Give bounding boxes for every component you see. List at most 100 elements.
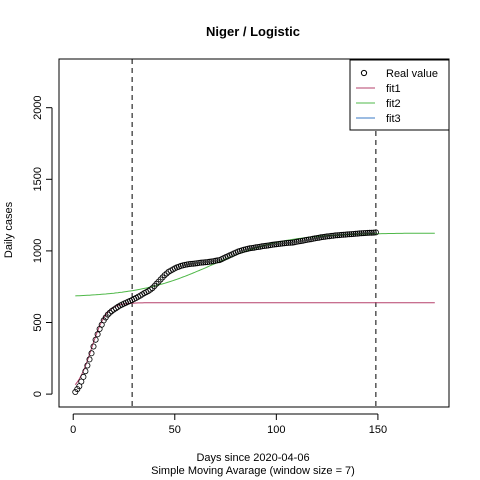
y-tick-label: 500 (32, 313, 44, 331)
legend-fit1-label: fit1 (386, 83, 401, 95)
real-value-point (106, 309, 113, 316)
real-value-point (104, 311, 111, 318)
real-value-point (322, 233, 329, 240)
real-value-point (352, 230, 359, 237)
real-value-point (317, 234, 324, 241)
real-value-point (313, 234, 320, 241)
x-tick-label: 50 (169, 424, 181, 436)
series-layer (72, 229, 435, 395)
real-value-point (194, 260, 201, 267)
real-value-point (364, 229, 371, 236)
real-value-point (192, 260, 199, 267)
real-value-point (348, 231, 355, 238)
real-value-point (153, 280, 160, 287)
real-value-point (332, 232, 339, 239)
real-value-point (350, 230, 357, 237)
real-value-point (362, 229, 369, 236)
real-value-point (181, 261, 188, 268)
real-value-point (340, 231, 347, 238)
real-value-point (204, 259, 211, 266)
y-axis-label: Daily cases (3, 201, 15, 258)
real-value-point (206, 258, 213, 265)
real-value-point (82, 368, 89, 375)
real-value-point (311, 235, 318, 242)
real-value-point (356, 230, 363, 237)
real-value-point (291, 239, 298, 246)
legend: Real value fit1 fit2 fit3 (349, 59, 450, 131)
real-value-point (198, 259, 205, 266)
chart-title: Niger / Logistic (206, 24, 300, 39)
real-value-point (336, 232, 343, 239)
y-tick-label: 1000 (32, 239, 44, 263)
real-value-point (187, 260, 194, 267)
real-value-point (248, 244, 255, 251)
real-value-point (261, 242, 268, 249)
real-value-point (214, 257, 221, 264)
real-value-point (202, 259, 209, 266)
real-value-point (305, 236, 312, 243)
real-value-point (84, 362, 91, 369)
x-tick-label: 100 (267, 424, 285, 436)
real-value-point (275, 240, 282, 247)
real-value-point (344, 231, 351, 238)
real-value-point (94, 331, 101, 338)
real-value-point (200, 259, 207, 266)
real-value-point (267, 242, 274, 249)
real-value-point (287, 239, 294, 246)
real-value-point (358, 230, 365, 237)
real-value-point (279, 240, 286, 247)
real-value-point (354, 230, 361, 237)
real-value-point (346, 231, 353, 238)
real-value-point (334, 232, 341, 239)
y-tick-label: 0 (32, 391, 44, 397)
legend-fit2-label: fit2 (386, 98, 401, 110)
real-value-point (255, 243, 262, 250)
real-value-point (285, 239, 292, 246)
real-value-point (271, 241, 278, 248)
fit1-line (74, 302, 435, 386)
real-value-point (372, 229, 379, 236)
real-value-point (263, 242, 270, 249)
real-value-point (259, 243, 266, 250)
real-value-point (208, 258, 215, 265)
real-value-point (90, 343, 97, 350)
real-value-point (283, 239, 290, 246)
fit2-line (75, 232, 435, 297)
x-tick-label: 0 (70, 424, 76, 436)
real-value-point (368, 229, 375, 236)
real-value-point (92, 336, 99, 343)
x-axis-label: Days since 2020-04-06 (196, 452, 309, 464)
real-value-point (147, 286, 154, 293)
real-value-point (246, 245, 253, 252)
real-value-point (338, 231, 345, 238)
legend-real-value-marker (360, 69, 368, 77)
real-value-point (326, 233, 333, 240)
real-value-point (342, 231, 349, 238)
real-value-point (86, 356, 93, 363)
real-value-point (295, 238, 302, 245)
real-value-point (163, 270, 170, 277)
real-value-point (328, 232, 335, 239)
real-value-point (370, 229, 377, 236)
real-value-point (157, 276, 164, 283)
real-value-point (185, 261, 192, 268)
x-axis-sublabel: Simple Moving Avarage (window size = 7) (151, 465, 355, 477)
x-tick-label: 150 (369, 424, 387, 436)
plot-frame (58, 58, 450, 408)
real-value-point (277, 240, 284, 247)
real-value-point (149, 285, 156, 292)
real-value-point (252, 244, 259, 251)
real-value-point (324, 233, 331, 240)
real-value-point (196, 259, 203, 266)
real-value-point (330, 232, 337, 239)
y-tick-label: 1500 (32, 167, 44, 191)
y-tick-label: 2000 (32, 95, 44, 119)
real-value-point (190, 260, 197, 267)
real-value-point (366, 229, 373, 236)
real-value-point (360, 230, 367, 237)
legend-fit3-label: fit3 (386, 113, 401, 125)
real-value-point (281, 240, 288, 247)
real-value-point (269, 241, 276, 248)
